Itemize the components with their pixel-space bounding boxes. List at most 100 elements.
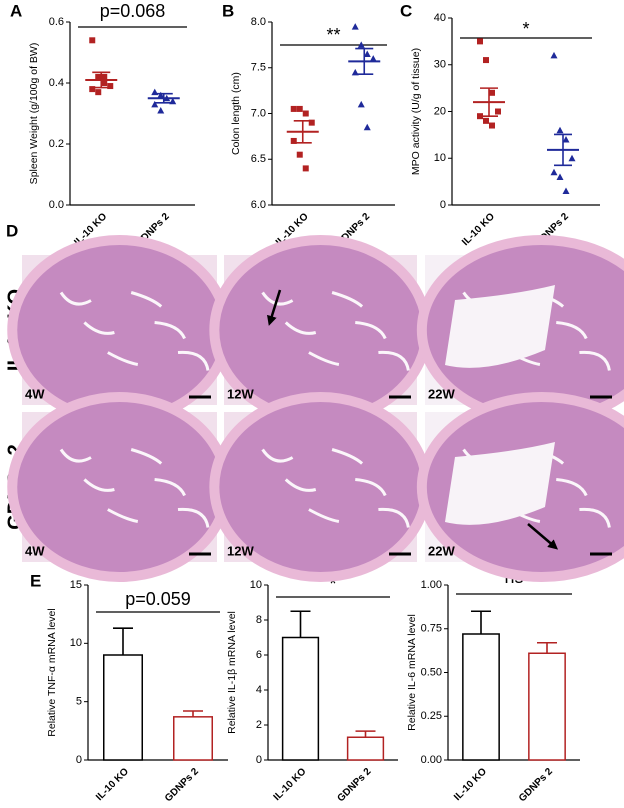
data-point (157, 106, 165, 114)
y-tick-label: 7.5 (251, 62, 266, 74)
lumen (331, 291, 364, 308)
sem-bar (355, 47, 374, 75)
data-point (290, 137, 297, 144)
histology-image: 4W (7, 392, 232, 582)
lumen (59, 291, 92, 306)
data-point (495, 108, 501, 115)
lumen (177, 350, 210, 371)
data-point (308, 119, 315, 126)
lumen (154, 321, 186, 340)
data-point (302, 110, 309, 117)
x-tick-label: GDNPs 2 (163, 766, 201, 804)
data-point (556, 126, 564, 134)
timepoint-label: 12W (227, 543, 254, 558)
lumen (308, 351, 340, 366)
lumen (331, 448, 364, 465)
data-point (296, 151, 303, 158)
histology-image: 12W (209, 392, 432, 582)
lumen (308, 508, 340, 523)
y-tick-label: 0.50 (421, 666, 442, 678)
y-tick-label: 40 (434, 12, 446, 24)
x-tick-label: GDNPs 2 (335, 766, 373, 804)
y-tick-label: 0 (76, 754, 82, 766)
lumen (579, 350, 611, 371)
lumen (556, 321, 588, 340)
y-axis-label: Relative TNF-α mRNA level (46, 608, 58, 736)
data-point (363, 50, 371, 58)
error-bar (183, 710, 203, 717)
bar (173, 716, 213, 761)
data-point (296, 105, 303, 112)
x-tick-label: IL-10 KO (452, 766, 489, 803)
data-point (369, 55, 377, 62)
annotation: * (329, 574, 336, 594)
y-tick-label: 5 (76, 696, 82, 708)
x-tick-label: IL-10 KO (460, 211, 497, 248)
y-tick-label: 0.4 (49, 77, 64, 89)
lumen-space (445, 285, 555, 368)
histology-image: 22W (416, 235, 624, 494)
lumen (355, 321, 387, 340)
lumen-space (445, 442, 555, 525)
y-tick-label: 8 (256, 614, 262, 626)
data-point (568, 154, 576, 162)
error-bar (113, 627, 133, 655)
arrow (267, 289, 282, 326)
timepoint-label: 4W (25, 543, 45, 558)
y-tick-label: 8.0 (251, 16, 266, 28)
lumen (579, 507, 611, 528)
y-tick-label: 7.0 (251, 107, 266, 119)
error-bar (537, 641, 557, 654)
data-point (562, 136, 570, 143)
sem-bar (92, 71, 111, 89)
bar (281, 636, 320, 761)
annotation: p=0.068 (100, 1, 166, 21)
data-point (483, 117, 489, 124)
timepoint-label: 4W (25, 386, 45, 401)
data-point (101, 73, 108, 80)
lumen (261, 448, 294, 463)
y-tick-label: 0 (256, 754, 262, 766)
lumen (284, 478, 317, 492)
error-bar (290, 610, 311, 638)
data-point (302, 165, 309, 172)
lumen (154, 478, 186, 497)
data-point (556, 173, 564, 180)
y-tick-label: 0 (440, 199, 446, 211)
lumen (284, 321, 317, 335)
y-tick-label: 2 (256, 719, 262, 731)
lumen (130, 448, 163, 465)
sem-bar (154, 92, 173, 104)
panel-label: B (222, 1, 234, 20)
data-point (101, 80, 108, 86)
histology-image: 4W (7, 235, 232, 425)
error-bar (355, 730, 376, 738)
data-point (157, 91, 165, 99)
data-point (151, 100, 159, 108)
y-tick-label: 6.0 (251, 199, 266, 211)
data-point (357, 100, 365, 108)
panel-label: D (6, 221, 18, 240)
y-tick-label: 10 (250, 579, 262, 591)
y-axis-label: Spleen Weight (g/100g of BW) (28, 43, 40, 185)
y-tick-label: 0.0 (49, 199, 64, 211)
y-tick-label: 0.6 (49, 16, 64, 28)
x-tick-label: IL-10 KO (94, 766, 131, 803)
y-axis-label: Colon length (cm) (230, 72, 242, 155)
y-tick-label: 10 (70, 637, 82, 649)
data-point (363, 123, 371, 131)
y-axis-label: Relative IL-1β mRNA level (226, 611, 238, 734)
lumen (378, 507, 410, 528)
panel-label: A (10, 1, 22, 20)
lumen (177, 507, 210, 528)
y-tick-label: 6 (256, 649, 262, 661)
data-point (489, 89, 495, 96)
histology-image: 22W (416, 392, 624, 582)
y-axis-label: MPO activity (U/g of tissue) (410, 48, 422, 175)
timepoint-label: 22W (428, 543, 455, 558)
lumen (83, 478, 115, 492)
bar (528, 652, 566, 761)
data-point (550, 168, 558, 176)
x-tick-label: GDNPs 2 (517, 766, 555, 804)
